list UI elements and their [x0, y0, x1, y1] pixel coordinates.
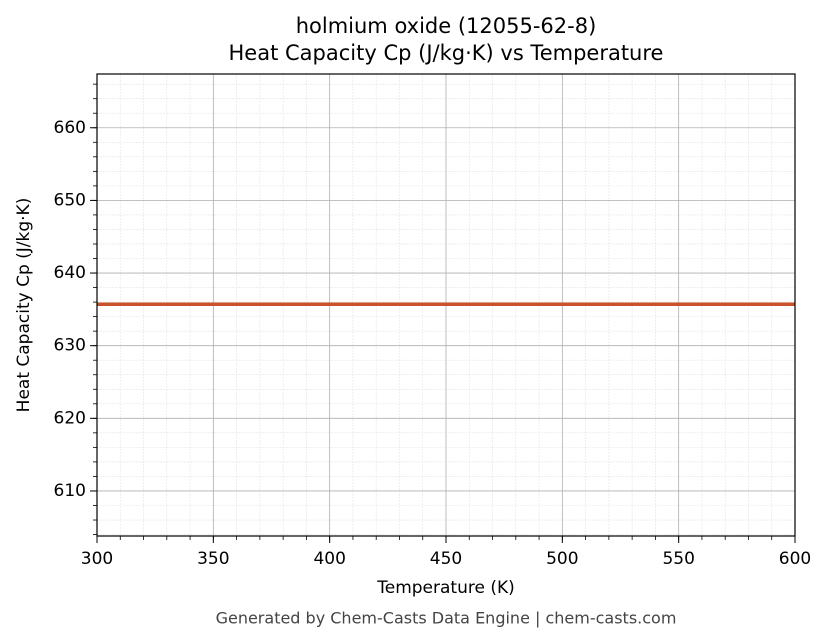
- y-tick-label: 620: [54, 408, 86, 428]
- x-tick-label: 300: [81, 549, 113, 569]
- plot-frame: [96, 73, 796, 537]
- y-axis-label: Heat Capacity Cp (J/kg·K): [14, 198, 34, 413]
- x-tick-label: 350: [197, 549, 229, 569]
- x-tick-label: 500: [546, 549, 578, 569]
- y-tick-label: 610: [54, 481, 86, 501]
- x-tick-label: 450: [430, 549, 462, 569]
- x-tick-label: 600: [779, 549, 811, 569]
- y-tick-label: 650: [54, 190, 86, 210]
- y-tick-label: 640: [54, 263, 86, 283]
- x-axis-label: Temperature (K): [376, 578, 515, 598]
- y-tick-label: 660: [54, 118, 86, 138]
- x-tick-label: 550: [662, 549, 694, 569]
- chart-subtitle: Heat Capacity Cp (J/kg·K) vs Temperature: [229, 41, 664, 65]
- y-tick-label: 630: [54, 336, 86, 356]
- x-tick-label: 400: [313, 549, 345, 569]
- chart-title: holmium oxide (12055-62-8): [296, 14, 597, 38]
- footer: Generated by Chem-Casts Data Engine | ch…: [216, 609, 677, 628]
